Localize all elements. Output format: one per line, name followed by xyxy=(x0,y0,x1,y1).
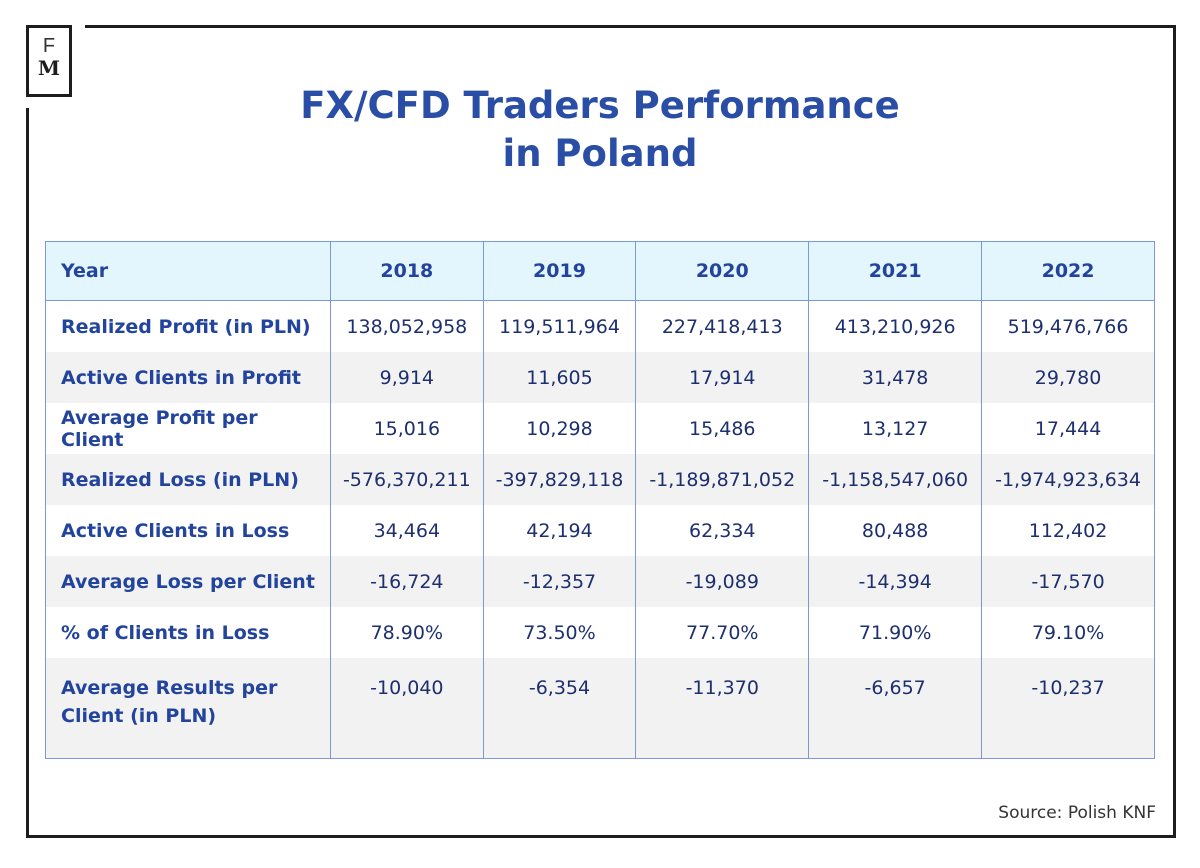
column-header: 2018 xyxy=(330,241,484,301)
row-label: % of Clients in Loss xyxy=(45,607,331,658)
table-cell: -17,570 xyxy=(981,556,1155,607)
row-label: Average Profit per Client xyxy=(45,403,331,454)
frame-border-bottom xyxy=(26,835,1176,838)
table-row: Average Profit per Client 15,016 10,298 15,… xyxy=(45,403,1155,454)
table-cell: 77.70% xyxy=(635,607,810,658)
table-cell: 71.90% xyxy=(808,607,983,658)
table-cell: -19,089 xyxy=(635,556,810,607)
column-header: 2021 xyxy=(808,241,983,301)
table-cell: 15,486 xyxy=(635,403,810,454)
table-cell: -11,370 xyxy=(635,658,810,759)
table-cell: -6,354 xyxy=(482,658,637,759)
frame-border-top xyxy=(85,25,1176,28)
table-cell: 11,605 xyxy=(482,352,637,403)
source-note: Source: Polish KNF xyxy=(998,803,1156,823)
frame-border-right xyxy=(1173,25,1176,837)
table-header-row: Year 2018 2019 2020 2021 2022 xyxy=(45,241,1155,301)
table-cell: 119,511,964 xyxy=(482,300,637,352)
row-label: Active Clients in Loss xyxy=(45,505,331,556)
table-cell: 78.90% xyxy=(330,607,484,658)
table-cell: 13,127 xyxy=(808,403,983,454)
table-row: Active Clients in Profit 9,914 11,605 17,91… xyxy=(45,352,1155,403)
row-label: Average Results per Client (in PLN) xyxy=(45,658,331,759)
table-cell: -12,357 xyxy=(482,556,637,607)
table-row: % of Clients in Loss 78.90% 73.50% 77.70% 71… xyxy=(45,607,1155,658)
performance-table: Year 2018 2019 2020 2021 2022 Realized Profit… xyxy=(45,241,1155,759)
table-cell: 17,914 xyxy=(635,352,810,403)
table-cell: 17,444 xyxy=(981,403,1155,454)
logo-letter-f: F xyxy=(42,35,56,57)
table-cell: 73.50% xyxy=(482,607,637,658)
table-row: Realized Profit (in PLN) 138,052,958 119,5… xyxy=(45,300,1155,352)
logo-letter-m: M xyxy=(37,56,61,80)
table-cell: -397,829,118 xyxy=(482,454,637,505)
table-cell: -10,040 xyxy=(330,658,484,759)
row-label: Active Clients in Profit xyxy=(45,352,331,403)
table-cell: -1,158,547,060 xyxy=(808,454,983,505)
table-cell: 31,478 xyxy=(808,352,983,403)
row-label: Realized Profit (in PLN) xyxy=(45,300,331,352)
table-cell: -1,974,923,634 xyxy=(981,454,1155,505)
table-cell: -6,657 xyxy=(808,658,983,759)
column-header: 2022 xyxy=(981,241,1155,301)
row-label: Realized Loss (in PLN) xyxy=(45,454,331,505)
column-header: 2019 xyxy=(482,241,637,301)
table-cell: -10,237 xyxy=(981,658,1155,759)
table-cell: -16,724 xyxy=(330,556,484,607)
page-title: FX/CFD Traders Performance in Poland xyxy=(300,84,900,175)
table-cell: -1,189,871,052 xyxy=(635,454,810,505)
table-cell: 519,476,766 xyxy=(981,300,1155,352)
table-row: Average Loss per Client -16,724 -12,357 -19… xyxy=(45,556,1155,607)
frame-border-left xyxy=(26,108,29,838)
table-cell: 62,334 xyxy=(635,505,810,556)
table-cell: 34,464 xyxy=(330,505,484,556)
table-cell: 79.10% xyxy=(981,607,1155,658)
table-row: Realized Loss (in PLN) -576,370,211 -397,8… xyxy=(45,454,1155,505)
table-cell: 10,298 xyxy=(482,403,637,454)
table-cell: 227,418,413 xyxy=(635,300,810,352)
table-row: Active Clients in Loss 34,464 42,194 62,334… xyxy=(45,505,1155,556)
table-cell: 413,210,926 xyxy=(808,300,983,352)
column-header: 2020 xyxy=(635,241,810,301)
row-label: Average Loss per Client xyxy=(45,556,331,607)
table-cell: 42,194 xyxy=(482,505,637,556)
table-cell: 9,914 xyxy=(330,352,484,403)
fm-logo: F M xyxy=(26,25,72,97)
table-cell: 29,780 xyxy=(981,352,1155,403)
table-cell: 138,052,958 xyxy=(330,300,484,352)
table-cell: -576,370,211 xyxy=(330,454,484,505)
table-cell: 80,488 xyxy=(808,505,983,556)
table-row: Average Results per Client (in PLN) -10,0… xyxy=(45,658,1155,759)
table-cell: -14,394 xyxy=(808,556,983,607)
table-cell: 15,016 xyxy=(330,403,484,454)
table-cell: 112,402 xyxy=(981,505,1155,556)
column-header: Year xyxy=(45,241,331,301)
